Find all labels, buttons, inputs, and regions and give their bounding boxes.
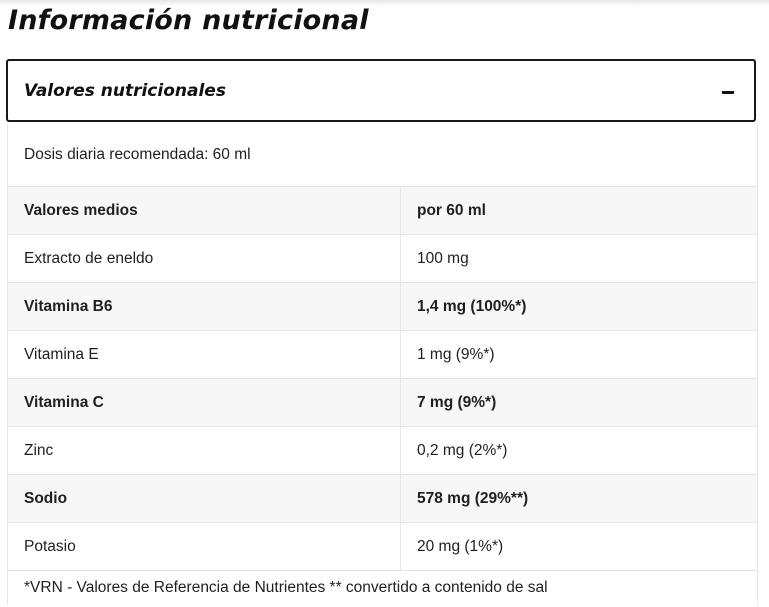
table-row: Vitamina E 1 mg (9%*): [8, 330, 757, 379]
nutrient-value: 100 mg: [400, 234, 757, 283]
header-cell-nutrient: Valores medios: [8, 187, 401, 235]
accordion-toggle-valores-nutricionales[interactable]: Valores nutricionales: [6, 59, 756, 122]
nutrient-value: 1 mg (9%*): [400, 330, 757, 379]
nutrient-name: Vitamina B6: [8, 282, 401, 331]
nutrient-name: Vitamina C: [8, 378, 401, 427]
page-title: Información nutricional: [8, 5, 369, 36]
table-row: Potasio 20 mg (1%*): [8, 522, 757, 571]
nutrition-panel: Dosis diaria recomendada: 60 ml Valores …: [7, 124, 758, 605]
nutrient-value: 1,4 mg (100%*): [400, 282, 757, 331]
table-row: Extracto de eneldo 100 mg: [8, 234, 757, 283]
nutrient-value: 578 mg (29%**): [400, 474, 757, 523]
nutrient-name: Sodio: [8, 474, 401, 523]
recommended-dose: Dosis diaria recomendada: 60 ml: [8, 124, 757, 187]
nutrient-name: Zinc: [8, 426, 401, 475]
minus-icon: [722, 90, 734, 94]
nutrient-name: Vitamina E: [8, 330, 401, 379]
nutrition-table: Valores medios por 60 ml Extracto de ene…: [8, 187, 757, 571]
nutrient-name: Potasio: [8, 522, 401, 571]
nutrient-name: Extracto de eneldo: [8, 234, 401, 283]
nutrient-value: 20 mg (1%*): [400, 522, 757, 571]
nutrient-value: 0,2 mg (2%*): [400, 426, 757, 475]
top-divider: [0, 0, 769, 6]
table-row: Vitamina C 7 mg (9%*): [8, 378, 757, 427]
table-row: Sodio 578 mg (29%**): [8, 474, 757, 523]
header-cell-amount: por 60 ml: [400, 187, 757, 235]
table-row: Vitamina B6 1,4 mg (100%*): [8, 282, 757, 331]
accordion-title: Valores nutricionales: [24, 80, 226, 101]
nutrient-value: 7 mg (9%*): [400, 378, 757, 427]
table-footnote: *VRN - Valores de Referencia de Nutrient…: [24, 579, 548, 596]
table-row: Zinc 0,2 mg (2%*): [8, 426, 757, 475]
table-header-row: Valores medios por 60 ml: [8, 187, 757, 235]
